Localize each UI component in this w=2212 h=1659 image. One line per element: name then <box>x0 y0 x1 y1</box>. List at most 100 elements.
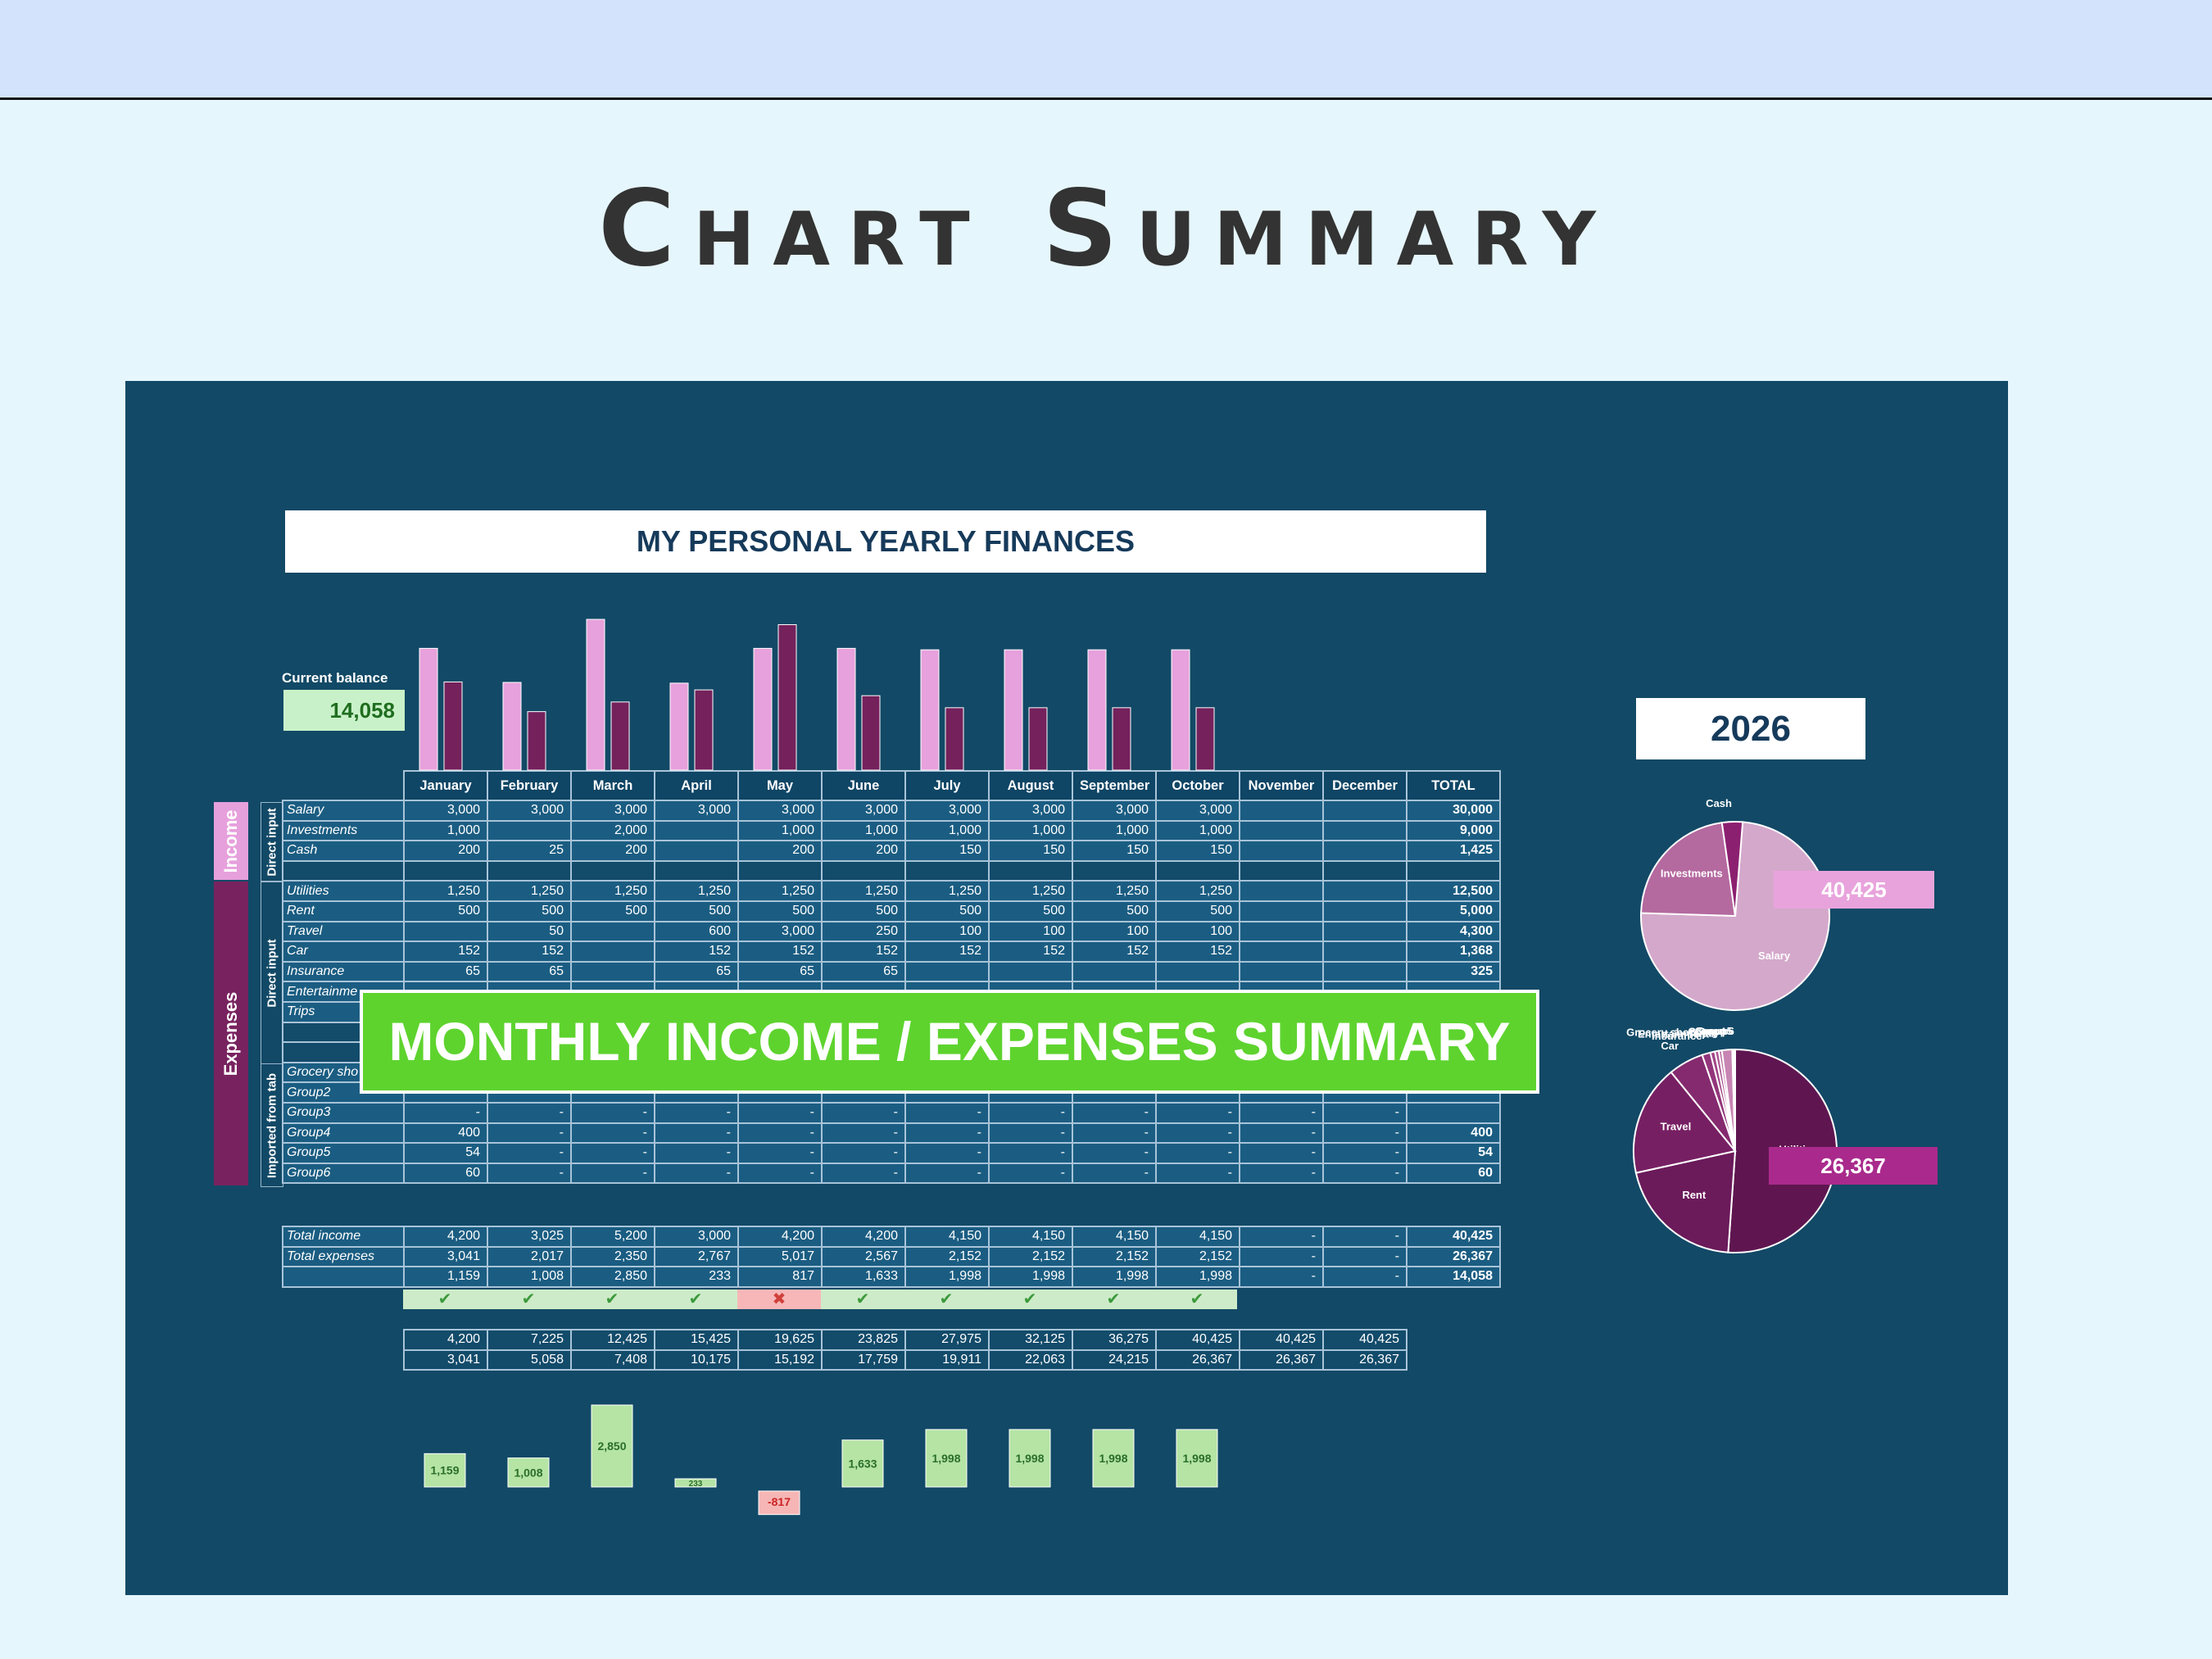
table-cell: 3,000 <box>821 800 906 822</box>
balance-value: 14,058 <box>283 690 405 731</box>
table-cell: 1,250 <box>654 880 739 902</box>
table-cell: - <box>737 1101 823 1124</box>
table-row: Group5 54- - - - - - - - - - -54 <box>282 1142 1501 1164</box>
table-row: 3,041 5,058 7,408 10,175 15,192 17,759 19,911 2… <box>403 1349 1407 1371</box>
table-cell <box>654 840 739 862</box>
table-cell: 1,998 <box>904 1266 990 1288</box>
income-bar <box>669 682 689 771</box>
balance-bar-label: 1,998 <box>931 1452 960 1465</box>
income-bar <box>1004 649 1023 771</box>
table-cell: 7,408 <box>570 1349 655 1371</box>
table-cell: 500 <box>904 900 990 922</box>
table-cell: 1,250 <box>570 880 655 902</box>
table-cell: 26,367 <box>1322 1349 1407 1371</box>
table-cell <box>1322 880 1407 902</box>
month-header: August <box>988 770 1073 801</box>
pie-slice-label: Entertainment <box>1638 1028 1710 1040</box>
table-row: Group6 60- - - - - - - - - - -60 <box>282 1162 1501 1185</box>
table-cell: - <box>487 1162 572 1185</box>
month-header: April <box>654 770 739 801</box>
table-cell: 1,000 <box>1155 819 1240 842</box>
balance-bar <box>674 1478 717 1488</box>
month-header: October <box>1155 770 1240 801</box>
row-label <box>282 1266 405 1288</box>
table-cell <box>1406 1101 1501 1124</box>
expense-bar <box>1195 707 1215 771</box>
page-title: Chart Summary <box>598 168 1614 290</box>
table-cell: 54 <box>403 1142 488 1164</box>
table-cell: 500 <box>988 900 1073 922</box>
balance-bar <box>424 1453 466 1488</box>
table-cell: 26,367 <box>1155 1349 1240 1371</box>
table-cell: 500 <box>821 900 906 922</box>
table-cell: - <box>403 1101 488 1124</box>
table-cell: 4,300 <box>1406 920 1501 943</box>
income-bar <box>586 619 605 771</box>
table-cell: 150 <box>988 840 1073 862</box>
table-row: 4,200 7,225 12,425 15,425 19,625 23,825 27,975… <box>403 1329 1407 1351</box>
table-cell: - <box>988 1122 1073 1145</box>
income-bar <box>419 647 438 771</box>
cumulative-table: 4,200 7,225 12,425 15,425 19,625 23,825 27,975… <box>403 1329 1407 1371</box>
table-cell: 27,975 <box>904 1329 990 1351</box>
month-header: July <box>904 770 990 801</box>
table-cell: 15,425 <box>654 1329 739 1351</box>
table-cell: - <box>1239 1122 1324 1145</box>
table-cell <box>1239 819 1324 842</box>
table-cell: - <box>570 1142 655 1164</box>
table-cell: 4,150 <box>1155 1226 1240 1248</box>
table-cell: 10,175 <box>654 1349 739 1371</box>
check-icon: ✔ <box>855 1290 870 1308</box>
table-cell: 3,041 <box>403 1349 488 1371</box>
pie-slice-label: Group5 <box>1695 1025 1733 1037</box>
pie-slice-label: Travel <box>1661 1121 1692 1133</box>
check-icon: ✔ <box>521 1290 536 1308</box>
table-cell: 15,192 <box>737 1349 823 1371</box>
table-cell <box>1239 859 1324 882</box>
table-cell: 1,250 <box>1072 880 1157 902</box>
table-cell: 24,215 <box>1072 1349 1157 1371</box>
table-cell: 1,008 <box>487 1266 572 1288</box>
table-cell: 3,000 <box>1072 800 1157 822</box>
table-cell <box>1322 941 1407 963</box>
balance-bar-label: 2,850 <box>597 1439 626 1453</box>
table-cell <box>654 819 739 842</box>
table-cell: 5,058 <box>487 1349 572 1371</box>
table-cell: 2,767 <box>654 1245 739 1268</box>
table-cell: - <box>487 1142 572 1164</box>
pie-slice-label: Rent <box>1682 1189 1707 1201</box>
expense-bar <box>861 695 881 771</box>
pie-slice-label: Car <box>1661 1040 1679 1052</box>
table-cell: 1,250 <box>403 880 488 902</box>
table-cell: 1,159 <box>403 1266 488 1288</box>
table-cell: - <box>487 1122 572 1145</box>
balance-bar-label: 1,998 <box>1182 1452 1211 1465</box>
expense-bar <box>777 623 797 771</box>
table-cell: 54 <box>1406 1142 1501 1164</box>
check-icon: ✔ <box>1022 1290 1037 1308</box>
table-cell <box>821 859 906 882</box>
table-cell: 40,425 <box>1155 1329 1240 1351</box>
table-cell <box>1322 900 1407 922</box>
table-row: Car 152 152 152 152 152 152 152 152 152 1,368 <box>282 941 1501 963</box>
expense-bar <box>610 701 630 771</box>
table-cell <box>1155 859 1240 882</box>
table-cell: - <box>1322 1162 1407 1185</box>
pie-slice-label: Cash <box>1706 797 1732 809</box>
table-cell <box>570 859 655 882</box>
table-row: Salary 3,000 3,000 3,000 3,000 3,000 3,000 3,00… <box>282 800 1501 822</box>
table-cell: 3,000 <box>654 1226 739 1248</box>
row-label <box>282 859 405 882</box>
table-cell: - <box>654 1162 739 1185</box>
pie-slice-label: Group4 <box>1688 1025 1726 1037</box>
table-cell: 817 <box>737 1266 823 1288</box>
table-cell: - <box>1072 1122 1157 1145</box>
table-cell: - <box>570 1162 655 1185</box>
table-cell: 233 <box>654 1266 739 1288</box>
check-icon: ✔ <box>688 1290 703 1308</box>
table-cell: - <box>988 1101 1073 1124</box>
table-cell: 22,063 <box>988 1349 1073 1371</box>
table-cell: 65 <box>403 960 488 983</box>
top-banner <box>0 0 2212 100</box>
